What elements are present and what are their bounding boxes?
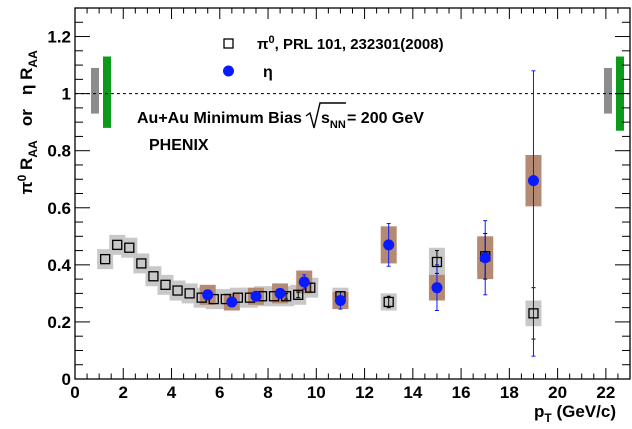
pi0-marker: [136, 258, 147, 269]
global-error-band-pi0-right: [604, 67, 612, 114]
annotation-system: Au+Au Minimum Bias: [137, 110, 302, 127]
x-tick-label: 20: [548, 383, 567, 402]
x-tick-label: 14: [403, 383, 422, 402]
eta-marker: [431, 282, 443, 294]
y-tick-label: 1.2: [47, 28, 71, 47]
y-tick-label: 0.8: [47, 142, 71, 161]
y-axis-title: π0 RAA or η RAA: [15, 36, 41, 218]
pi0-marker: [528, 308, 539, 319]
x-tick-label: 0: [70, 383, 79, 402]
data-markers: [100, 175, 539, 319]
annotation: Au+Au Minimum Bias sNN = 200 GeV PHENIX: [137, 102, 424, 154]
annotation-experiment: PHENIX: [149, 137, 209, 154]
legend: π0, PRL 101, 232301(2008) η: [223, 34, 444, 81]
pi0-marker: [100, 253, 111, 265]
legend-pi0-label: π0, PRL 101, 232301(2008): [257, 34, 444, 53]
x-tick-label: 10: [307, 383, 326, 402]
pi0-marker: [293, 289, 304, 300]
x-tick-label: 16: [452, 383, 471, 402]
pi0-marker: [160, 279, 171, 290]
eta-marker: [383, 239, 395, 251]
x-tick-label: 12: [355, 383, 374, 402]
annotation-sqrt-s: sNN: [321, 110, 346, 131]
x-tick-label: 8: [263, 383, 272, 402]
axis-ticks: [74, 8, 630, 380]
x-axis-title: pT (GeV/c): [534, 402, 616, 425]
axis-tick-labels: 0 2 4 6 8 10 12 14 16 18 20 22 0 0.2 0.4 0.6 0.8 1 1.2: [47, 28, 615, 402]
global-error-band-pi0-left: [91, 67, 99, 114]
plot-frame: [74, 7, 631, 380]
eta-marker: [250, 290, 262, 302]
pi0-marker: [305, 282, 316, 293]
x-tick-label: 4: [167, 383, 177, 402]
legend-pi0-marker: [223, 38, 234, 49]
legend-eta-marker: [223, 65, 234, 77]
eta-marker: [479, 252, 491, 264]
eta-marker: [334, 295, 346, 307]
annotation-energy: = 200 GeV: [347, 110, 424, 127]
pi0-marker: [431, 256, 443, 268]
y-tick-label: 0: [62, 370, 71, 389]
pi0-marker: [172, 285, 183, 296]
pi0-marker: [184, 288, 195, 299]
global-error-band-eta-left: [103, 56, 111, 128]
y-tick-label: 0.6: [47, 199, 71, 218]
eta-marker: [298, 276, 310, 288]
x-tick-label: 6: [215, 383, 224, 402]
x-tick-label: 18: [500, 383, 519, 402]
y-tick-label: 0.2: [47, 313, 71, 332]
sqrt-sign: [305, 102, 346, 129]
pi0-marker: [112, 239, 123, 251]
pi0-marker: [383, 296, 394, 308]
eta-marker: [226, 296, 238, 308]
legend-eta-label: η: [263, 64, 273, 81]
eta-marker: [527, 175, 539, 187]
eta-marker: [202, 289, 214, 301]
eta-marker: [274, 287, 286, 299]
systematic-error-bands: [97, 154, 542, 327]
pi0-marker: [124, 242, 135, 253]
pi0-marker: [148, 271, 159, 282]
y-tick-label: 1: [62, 85, 71, 104]
y-tick-label: 0.4: [47, 256, 71, 275]
x-tick-label: 22: [596, 383, 615, 402]
x-tick-label: 2: [119, 383, 128, 402]
